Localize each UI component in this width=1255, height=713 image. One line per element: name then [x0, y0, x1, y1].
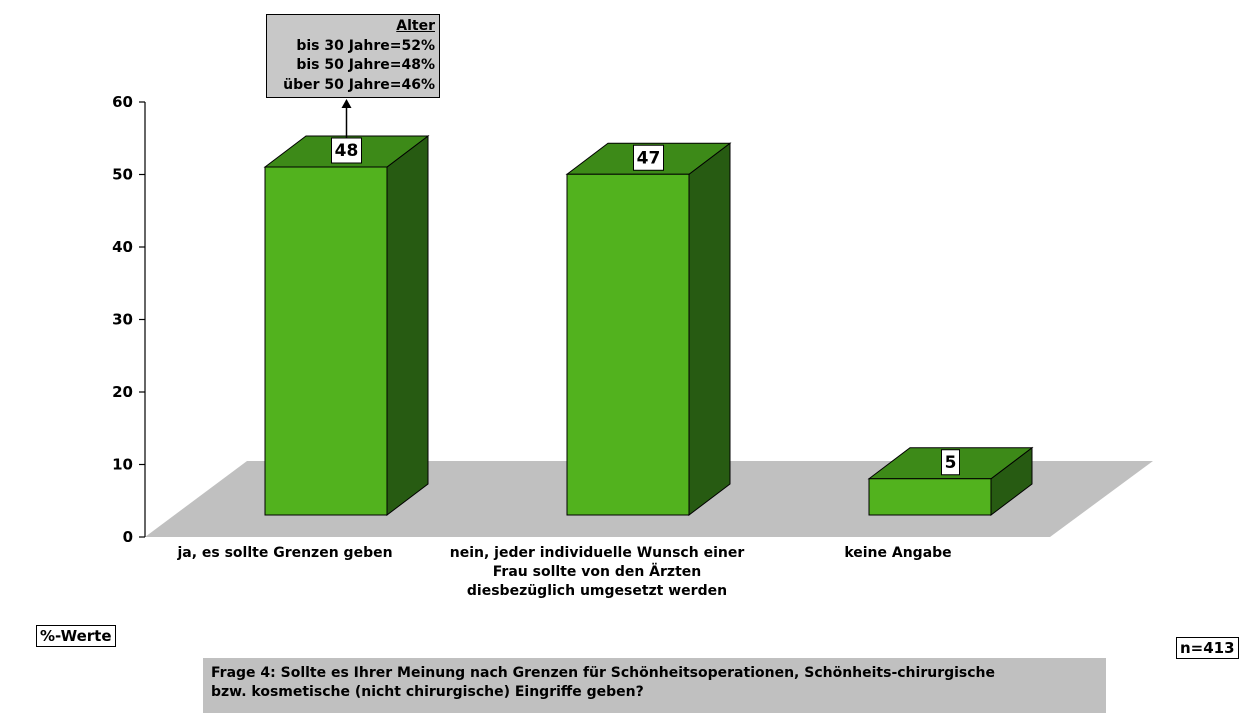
bar-side [688, 142, 731, 517]
data-label-box [941, 449, 960, 476]
annotation-title: Alter [396, 18, 435, 34]
data-label-box [331, 137, 362, 164]
data-label: 47 [637, 148, 661, 168]
annotation-line: über 50 Jahre=46% [283, 76, 435, 93]
bar [264, 166, 388, 516]
unit-label: %-Werte [36, 625, 116, 647]
question-caption: Frage 4: Sollte es Ihrer Meinung nach Gr… [203, 658, 1106, 713]
y-tick-label: 50 [112, 166, 133, 184]
annotation-line: bis 50 Jahre=48% [296, 57, 435, 73]
bar [566, 173, 690, 516]
question-line: bzw. kosmetische (nicht chirurgische) Ei… [211, 684, 644, 700]
category-label: nein, jeder individuelle Wunsch einer [450, 545, 745, 561]
y-tick-label: 30 [112, 311, 133, 329]
annotation-line: bis 30 Jahre=52% [296, 37, 435, 54]
age-annotation: Alter bis 30 Jahre=52% bis 50 Jahre=48% … [266, 14, 440, 98]
data-label: 5 [945, 453, 957, 473]
category-label: ja, es sollte Grenzen geben [176, 545, 392, 561]
annotation-arrow-head [341, 99, 352, 108]
bar [868, 478, 992, 516]
sample-size-label: n=413 [1176, 637, 1239, 659]
category-label: keine Angabe [844, 545, 951, 561]
y-tick-label: 0 [123, 528, 133, 546]
data-label: 48 [335, 141, 359, 161]
category-label: diesbezüglich umgesetzt werden [467, 583, 727, 599]
y-tick-label: 40 [112, 238, 133, 256]
y-tick-label: 20 [112, 383, 133, 401]
y-tick-label: 10 [112, 456, 133, 474]
y-tick-label: 60 [112, 93, 133, 111]
bar-side [386, 134, 429, 517]
data-label-box [633, 144, 664, 171]
category-label: Frau sollte von den Ärzten [493, 563, 701, 580]
question-line: Frage 4: Sollte es Ihrer Meinung nach Gr… [211, 665, 996, 681]
